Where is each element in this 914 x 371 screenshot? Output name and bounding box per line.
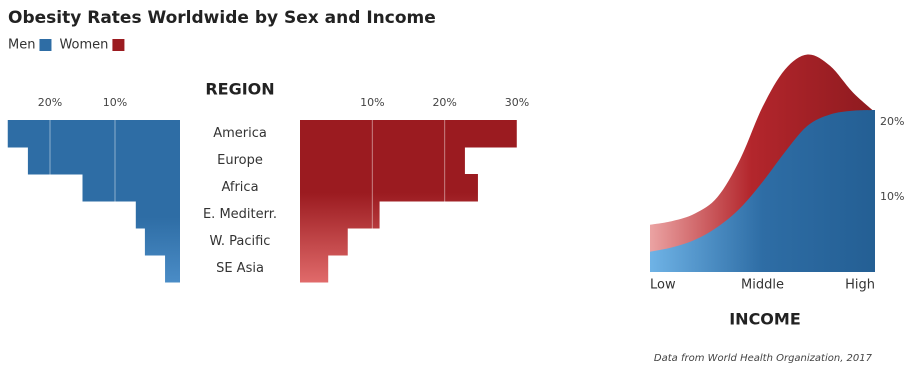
bar [135,201,180,229]
bar [27,147,181,175]
category-label: W. Pacific [210,234,271,249]
bar [300,174,478,202]
chart-title: Obesity Rates Worldwide by Sex and Incom… [8,8,436,28]
legend-swatch [39,39,52,51]
axis-title: REGION [205,80,274,99]
bar [7,120,180,148]
x-tick-label: 20% [432,96,456,109]
x-tick-label: 10% [360,96,384,109]
bar [165,255,180,283]
x-tick-label: 30% [505,96,529,109]
bar [82,174,180,202]
category-label: SE Asia [216,261,264,276]
x-tick-label: Low [650,278,676,293]
legend-label: Men [8,38,35,53]
bar [144,228,180,256]
category-label: E. Mediterr. [203,207,277,222]
category-label: Europe [217,153,263,168]
category-label: America [213,126,267,141]
x-tick-label: High [845,278,875,293]
bar [300,201,380,229]
legend-label: Women [59,38,108,53]
legend-swatch [112,39,125,51]
y-tick-label: 20% [880,115,904,128]
bar [300,120,517,148]
bar [300,255,329,283]
area [650,110,875,272]
x-tick-label: Middle [741,278,784,293]
x-tick-label: 10% [103,96,127,109]
axis-title: INCOME [729,310,801,329]
y-tick-label: 10% [880,190,904,203]
bar [300,228,348,256]
category-label: Africa [221,180,258,195]
bar [300,147,465,175]
source-note: Data from World Health Organization, 201… [654,353,873,364]
x-tick-label: 20% [38,96,62,109]
